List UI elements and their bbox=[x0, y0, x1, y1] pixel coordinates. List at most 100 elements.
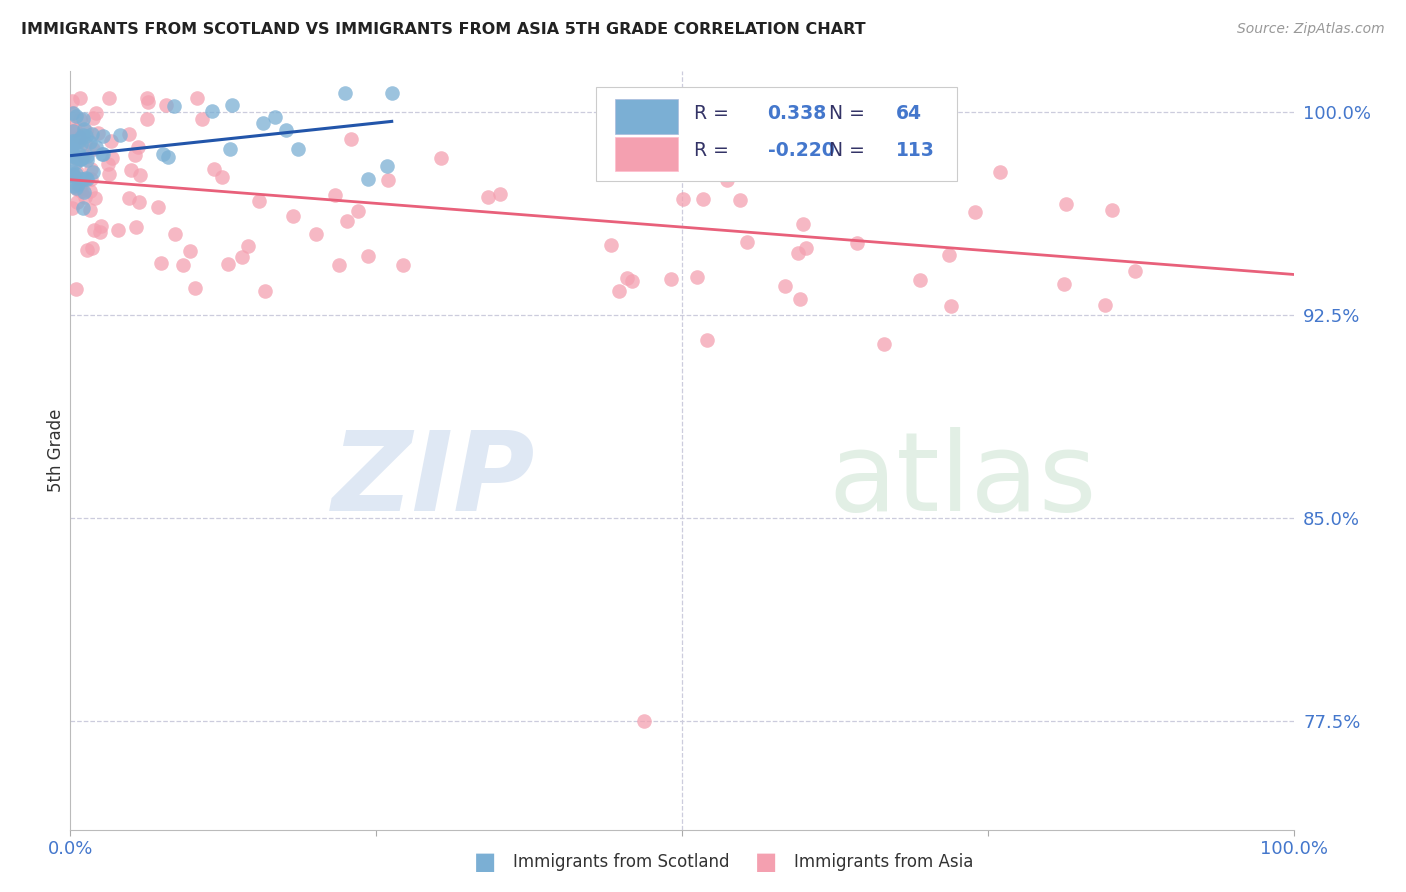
Point bbox=[1094, 298, 1116, 312]
Point bbox=[67, 151, 90, 165]
Point bbox=[67, 134, 90, 148]
Point bbox=[63, 169, 86, 184]
Point bbox=[79, 202, 101, 217]
Point bbox=[80, 161, 103, 176]
Point bbox=[152, 147, 174, 161]
Point bbox=[430, 151, 453, 165]
Point bbox=[274, 123, 297, 137]
Text: Immigrants from Asia: Immigrants from Asia bbox=[794, 853, 974, 871]
Point bbox=[792, 217, 814, 231]
Point bbox=[97, 156, 120, 170]
Point bbox=[65, 109, 87, 123]
Point bbox=[84, 191, 107, 205]
Point bbox=[66, 165, 89, 179]
Point bbox=[75, 189, 97, 203]
Point bbox=[136, 91, 159, 105]
Point bbox=[264, 110, 287, 124]
Point bbox=[155, 98, 177, 112]
Point bbox=[128, 194, 150, 209]
Point bbox=[728, 194, 751, 208]
Point bbox=[100, 134, 122, 148]
Point bbox=[91, 128, 114, 143]
Point bbox=[73, 185, 96, 199]
Point bbox=[304, 227, 326, 241]
Point bbox=[72, 172, 94, 186]
Point bbox=[79, 184, 101, 198]
Point bbox=[60, 202, 83, 216]
Point bbox=[60, 105, 83, 120]
Text: 113: 113 bbox=[896, 142, 935, 161]
Point bbox=[236, 238, 259, 252]
Point bbox=[84, 140, 107, 154]
Point bbox=[118, 191, 141, 205]
Point bbox=[76, 153, 98, 168]
Point bbox=[735, 235, 758, 249]
Point bbox=[163, 98, 186, 112]
Point bbox=[67, 182, 90, 196]
Point bbox=[63, 179, 86, 194]
Point bbox=[60, 134, 83, 148]
Point bbox=[72, 128, 94, 142]
Point bbox=[336, 214, 359, 228]
Point bbox=[97, 91, 120, 105]
Point bbox=[340, 132, 363, 146]
Point bbox=[82, 165, 104, 179]
Point bbox=[67, 130, 90, 145]
Point bbox=[97, 167, 120, 181]
Point bbox=[69, 185, 91, 199]
Point bbox=[60, 146, 83, 161]
Point bbox=[75, 170, 97, 185]
Point bbox=[633, 714, 655, 729]
Point bbox=[117, 127, 139, 141]
Point bbox=[76, 149, 98, 163]
Point bbox=[489, 186, 512, 201]
Point bbox=[787, 246, 810, 260]
Point bbox=[1101, 202, 1123, 217]
Point bbox=[69, 112, 91, 127]
Point bbox=[67, 146, 90, 161]
Text: ZIP: ZIP bbox=[332, 427, 536, 534]
Text: Immigrants from Scotland: Immigrants from Scotland bbox=[513, 853, 730, 871]
Point bbox=[69, 91, 91, 105]
Point bbox=[60, 164, 83, 178]
Point bbox=[120, 163, 142, 178]
Point bbox=[357, 172, 380, 186]
Point bbox=[287, 142, 309, 156]
Point bbox=[219, 142, 242, 156]
Point bbox=[965, 204, 987, 219]
Point bbox=[939, 299, 962, 313]
Y-axis label: 5th Grade: 5th Grade bbox=[46, 409, 65, 492]
Point bbox=[89, 225, 111, 239]
Point bbox=[127, 140, 149, 154]
Point bbox=[69, 152, 91, 166]
Point bbox=[202, 161, 225, 176]
Point bbox=[231, 250, 253, 264]
Point bbox=[84, 106, 107, 120]
Point bbox=[70, 136, 93, 151]
Point bbox=[1123, 264, 1146, 278]
Point bbox=[146, 201, 169, 215]
Point bbox=[179, 244, 201, 259]
Point bbox=[66, 182, 89, 196]
Point bbox=[254, 284, 277, 298]
Point bbox=[65, 181, 87, 195]
Point bbox=[62, 134, 84, 148]
Point bbox=[221, 97, 243, 112]
Text: N =: N = bbox=[828, 103, 865, 122]
Point bbox=[186, 91, 208, 105]
Text: ■: ■ bbox=[755, 850, 778, 873]
Text: IMMIGRANTS FROM SCOTLAND VS IMMIGRANTS FROM ASIA 5TH GRADE CORRELATION CHART: IMMIGRANTS FROM SCOTLAND VS IMMIGRANTS F… bbox=[21, 22, 866, 37]
Point bbox=[66, 151, 89, 165]
Point bbox=[381, 87, 404, 101]
Text: R =: R = bbox=[695, 103, 730, 122]
Point bbox=[163, 227, 186, 241]
Point bbox=[60, 144, 83, 158]
Point bbox=[87, 126, 110, 140]
Point bbox=[599, 237, 621, 252]
Point bbox=[323, 187, 346, 202]
Point bbox=[82, 142, 104, 156]
Point bbox=[91, 147, 114, 161]
Point bbox=[704, 166, 727, 180]
Point bbox=[794, 241, 817, 255]
Point bbox=[247, 194, 270, 209]
